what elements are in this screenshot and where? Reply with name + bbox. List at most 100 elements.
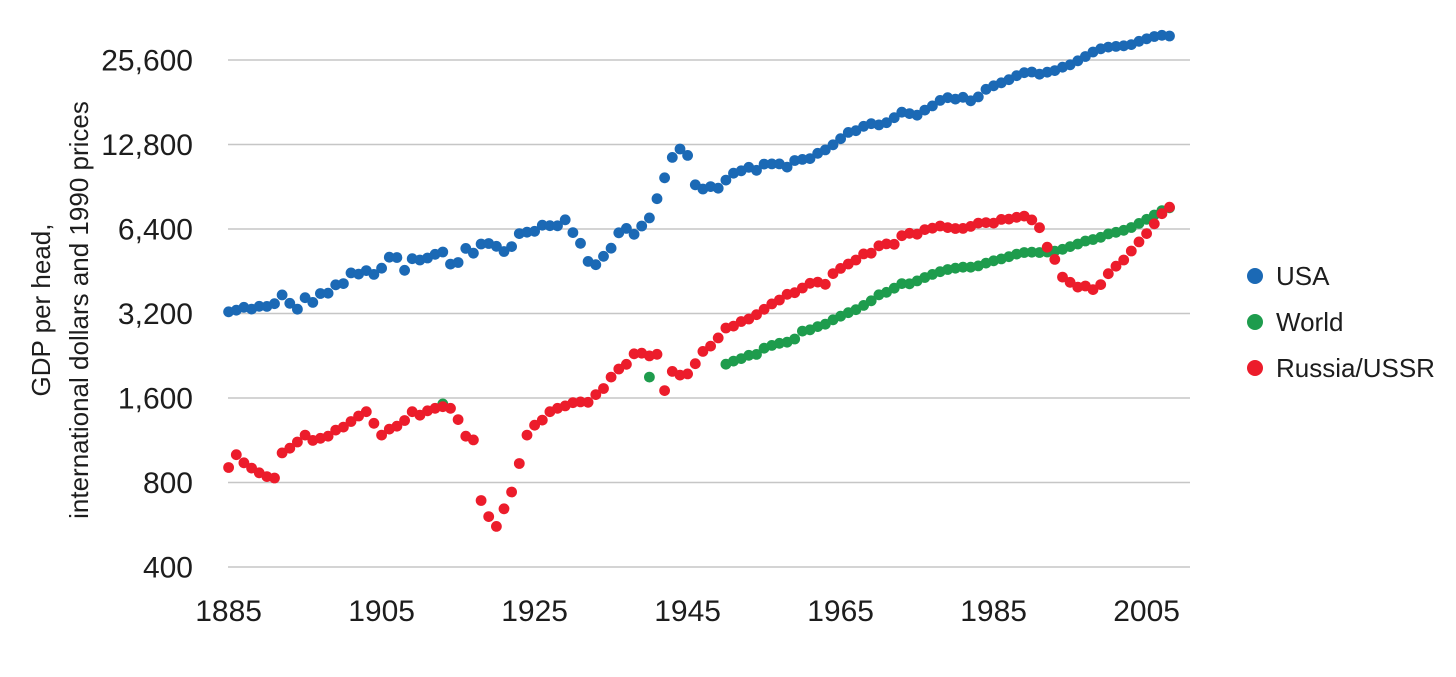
data-point-russia-ussr	[1102, 268, 1114, 280]
data-point-russia-ussr	[1095, 279, 1107, 290]
data-point-russia-ussr	[513, 458, 525, 469]
series-world	[437, 202, 1175, 410]
data-point-usa	[758, 158, 770, 170]
data-point-usa	[338, 278, 349, 289]
data-point-russia-ussr	[1110, 260, 1122, 272]
data-point-russia-ussr	[605, 371, 617, 383]
data-point-usa	[781, 161, 793, 173]
data-point-russia-ussr	[498, 503, 510, 515]
legend-label-world: World	[1276, 307, 1344, 337]
y-tick-label: 400	[143, 552, 193, 585]
data-point-russia-ussr	[621, 358, 632, 370]
x-tick-label: 1985	[960, 595, 1027, 628]
data-point-russia-ussr	[582, 396, 594, 408]
data-point-russia-ussr	[995, 214, 1007, 225]
data-point-russia-ussr	[521, 429, 533, 441]
y-axis-title-line1: GDP per head,	[26, 224, 56, 397]
data-point-usa	[552, 220, 563, 232]
data-point-russia-ussr	[536, 414, 548, 426]
data-point-russia-ussr	[391, 420, 403, 432]
y-tick-label: 1,600	[118, 383, 193, 416]
data-point-russia-ussr	[529, 419, 540, 431]
x-tick-labels: 1885 1905 1925 1945 1965 1985 2005	[195, 595, 1180, 628]
data-point-usa	[529, 225, 540, 237]
data-point-world	[751, 349, 762, 360]
data-point-russia-ussr	[338, 421, 349, 433]
data-point-russia-ussr	[575, 396, 586, 408]
data-point-usa	[399, 264, 410, 276]
data-point-russia-ussr	[345, 416, 357, 427]
y-tick-label: 3,200	[118, 298, 193, 331]
data-point-russia-ussr	[1057, 271, 1068, 283]
y-tick-labels: 25,600 12,800 6,400 3,200 1,600 800 400	[101, 45, 193, 585]
data-point-russia-ussr	[269, 472, 280, 484]
data-point-usa	[307, 297, 319, 308]
data-point-usa	[544, 220, 556, 232]
data-point-usa	[659, 172, 670, 184]
data-point-usa	[468, 247, 479, 259]
data-point-usa	[651, 193, 663, 205]
data-point-usa	[674, 143, 686, 155]
data-point-usa	[712, 182, 724, 194]
data-point-russia-ussr	[1141, 228, 1152, 240]
data-point-usa	[276, 289, 288, 301]
y-tick-label: 800	[143, 467, 193, 500]
data-point-russia-ussr	[590, 389, 602, 400]
data-point-russia-ussr	[751, 309, 762, 321]
x-tick-label: 2005	[1113, 595, 1180, 628]
data-point-usa	[666, 152, 678, 163]
data-point-russia-ussr	[230, 449, 242, 461]
data-point-russia-ussr	[865, 247, 877, 259]
data-point-russia-ussr	[827, 268, 839, 279]
data-point-russia-ussr	[1156, 208, 1168, 220]
data-point-russia-ussr	[819, 278, 831, 290]
data-point-russia-ussr	[659, 385, 670, 396]
data-point-usa	[491, 240, 502, 252]
legend-marker-usa	[1247, 268, 1263, 284]
legend-marker-world	[1247, 314, 1263, 330]
data-point-usa	[376, 262, 387, 274]
y-axis-title-line2: international dollars and 1990 prices	[64, 101, 94, 519]
y-tick-label: 12,800	[101, 129, 193, 162]
data-point-usa	[972, 91, 984, 103]
legend-label-russia-ussr: Russia/USSR	[1276, 353, 1435, 383]
data-point-usa	[720, 174, 732, 186]
data-point-russia-ussr	[1164, 201, 1175, 213]
data-point-usa	[368, 269, 380, 280]
data-point-russia-ussr	[697, 346, 709, 357]
data-point-usa	[383, 251, 395, 263]
x-tick-label: 1925	[501, 595, 568, 628]
data-point-russia-ussr	[376, 429, 387, 441]
data-point-russia-ussr	[1087, 284, 1099, 295]
data-point-russia-ussr	[1049, 254, 1061, 265]
legend-marker-russia-ussr	[1247, 360, 1263, 376]
gridlines	[228, 59, 1190, 568]
data-point-russia-ussr	[360, 406, 372, 418]
y-tick-label: 25,600	[101, 45, 193, 78]
data-point-russia-ussr	[758, 303, 770, 315]
data-point-russia-ussr	[888, 238, 900, 250]
data-point-russia-ussr	[712, 332, 724, 344]
data-point-russia-ussr	[850, 254, 862, 266]
data-point-usa	[1110, 41, 1122, 52]
data-point-usa	[644, 212, 655, 224]
data-point-world	[896, 278, 908, 289]
data-point-world	[1018, 247, 1030, 258]
data-point-russia-ussr	[972, 217, 984, 229]
data-point-russia-ussr	[1125, 245, 1137, 257]
data-point-usa	[804, 153, 816, 165]
data-point-world	[957, 261, 969, 273]
legend-item-world: World	[1247, 299, 1435, 345]
data-point-russia-ussr	[475, 495, 487, 506]
data-point-russia-ussr	[1133, 236, 1145, 248]
data-point-usa	[437, 246, 449, 258]
legend-item-russia-ussr: Russia/USSR	[1247, 345, 1435, 391]
data-point-russia-ussr	[292, 436, 303, 448]
data-point-russia-ussr	[452, 414, 464, 425]
data-point-world	[644, 371, 655, 383]
data-point-usa	[621, 223, 632, 234]
data-point-russia-ussr	[445, 402, 456, 414]
data-point-usa	[567, 227, 579, 239]
data-point-russia-ussr	[881, 238, 892, 250]
